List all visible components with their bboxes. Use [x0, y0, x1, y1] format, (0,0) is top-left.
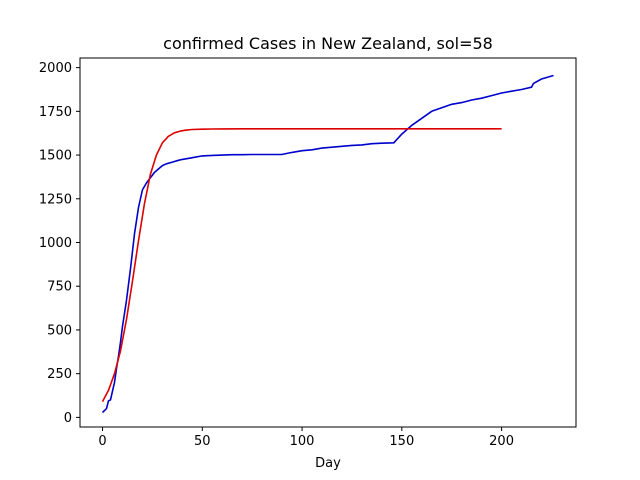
y-tick-label: 1500 — [39, 149, 72, 164]
y-tick-label: 1750 — [39, 105, 72, 120]
series-line-1 — [101, 128, 502, 402]
y-axis-ticks: 0 250 500 750 1000 1250 1500 1750 2000 — [39, 61, 80, 426]
y-tick-label: 0 — [64, 411, 72, 426]
x-tick-label: 0 — [98, 434, 106, 449]
x-tick-label: 200 — [489, 434, 514, 449]
chart-title: confirmed Cases in New Zealand, sol=58 — [163, 34, 493, 53]
x-axis-ticks: 0 50 100 150 200 — [98, 427, 514, 449]
series-layer — [101, 74, 554, 414]
y-tick-label: 500 — [47, 323, 72, 338]
y-tick-label: 1000 — [39, 236, 72, 251]
x-axis-label: Day — [315, 456, 341, 471]
x-tick-label: 150 — [389, 434, 414, 449]
y-tick-label: 250 — [47, 367, 72, 382]
y-tick-label: 750 — [47, 280, 72, 295]
series-line-0 — [101, 74, 554, 414]
y-tick-label: 1250 — [39, 192, 72, 207]
x-tick-label: 50 — [194, 434, 211, 449]
y-tick-label: 2000 — [39, 61, 72, 76]
x-tick-label: 100 — [290, 434, 315, 449]
